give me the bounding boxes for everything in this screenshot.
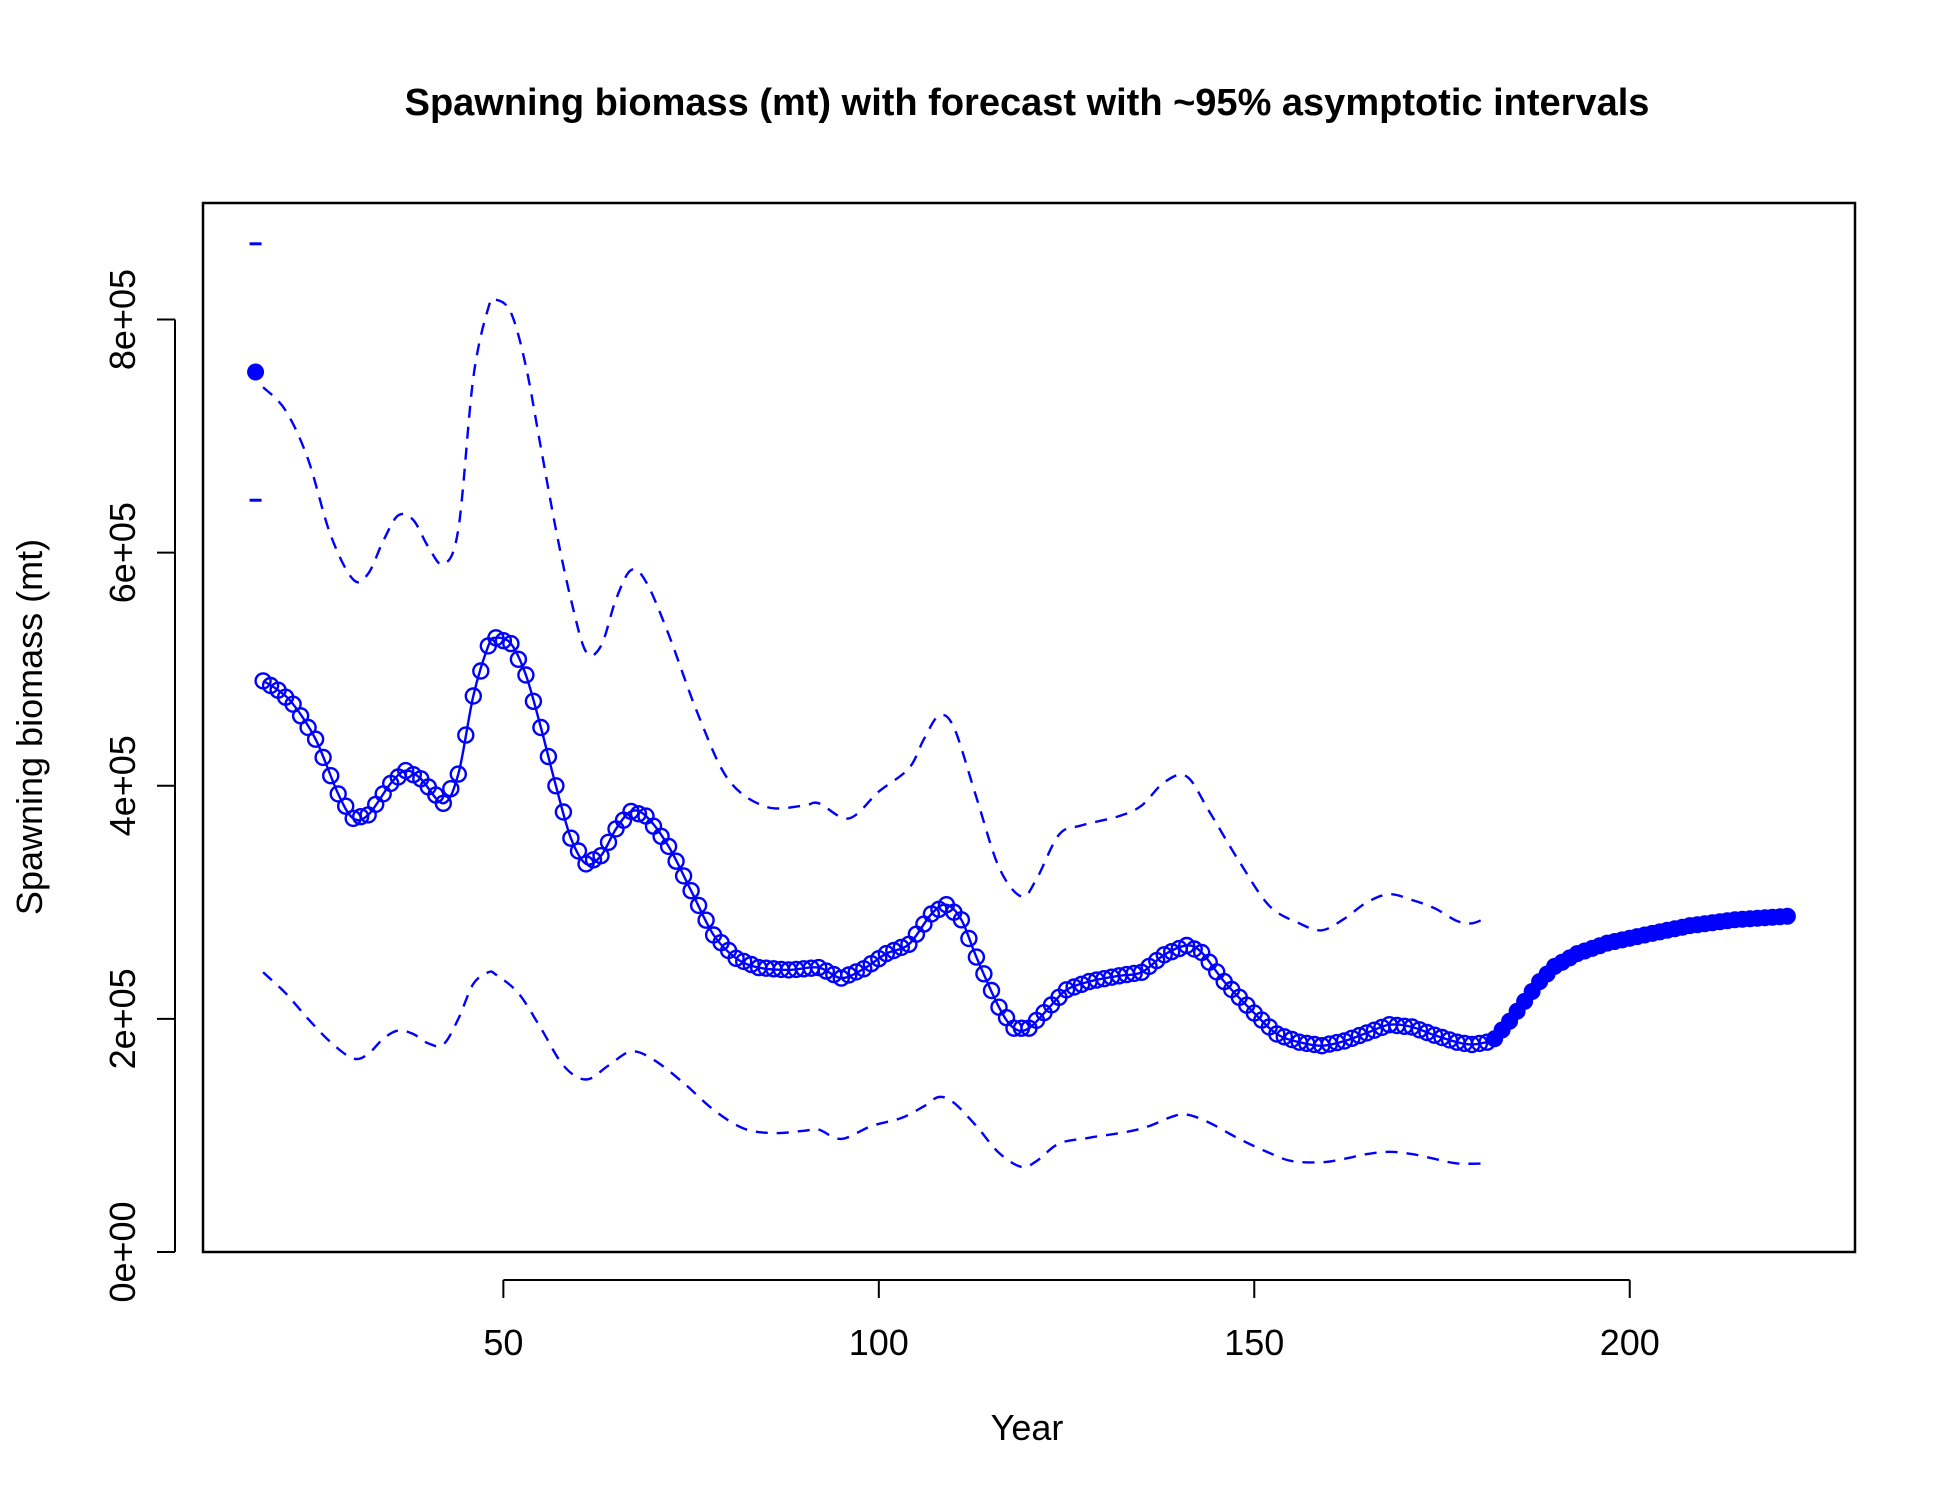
x-axis: 50 100 150 200 bbox=[483, 1279, 1660, 1363]
estimate-point bbox=[1268, 1025, 1286, 1043]
estimate-point bbox=[306, 730, 325, 748]
x-axis-label: Year bbox=[991, 1407, 1064, 1448]
estimate-point bbox=[554, 803, 573, 821]
estimate-point bbox=[1057, 981, 1076, 999]
x-tick-label: 150 bbox=[1224, 1322, 1284, 1363]
plot-frame bbox=[201, 201, 1857, 1254]
estimate-point bbox=[532, 718, 550, 737]
estimate-point bbox=[1425, 1026, 1444, 1044]
estimate-point bbox=[1410, 1021, 1429, 1039]
estimate-point bbox=[659, 837, 678, 856]
chart-title: Spawning biomass (mt) with forecast with… bbox=[405, 82, 1650, 124]
estimate-point bbox=[1433, 1028, 1451, 1047]
upper-95-interval-line bbox=[262, 297, 1488, 932]
estimate-point bbox=[697, 911, 715, 929]
virgin-biomass-point bbox=[247, 363, 265, 381]
estimate-point bbox=[1358, 1024, 1376, 1042]
x-tick-label: 50 bbox=[483, 1322, 523, 1363]
estimate-point bbox=[1275, 1028, 1294, 1046]
estimate-point bbox=[667, 852, 685, 870]
estimate-point bbox=[1418, 1023, 1436, 1042]
estimate-point bbox=[449, 765, 467, 783]
estimate-point bbox=[472, 662, 490, 680]
estimate-line bbox=[262, 636, 1488, 1047]
estimate-point bbox=[960, 929, 978, 948]
estimate-point bbox=[727, 949, 745, 967]
estimate-point bbox=[352, 808, 370, 826]
x-tick-label: 100 bbox=[849, 1322, 909, 1363]
estimate-point bbox=[599, 833, 618, 851]
estimate-point bbox=[1403, 1018, 1421, 1036]
estimate-point bbox=[1012, 1019, 1031, 1037]
y-tick-label: 8e+05 bbox=[102, 269, 143, 370]
estimate-point bbox=[975, 965, 993, 983]
estimate-point bbox=[569, 842, 588, 860]
estimate-point bbox=[952, 911, 971, 929]
estimate-point bbox=[967, 948, 986, 966]
estimate-point bbox=[457, 726, 475, 744]
estimate-point bbox=[322, 767, 340, 785]
estimate-point bbox=[1365, 1021, 1384, 1039]
estimate-point bbox=[682, 882, 700, 900]
estimate-point bbox=[464, 687, 482, 705]
estimate-point bbox=[314, 748, 332, 767]
y-tick-label: 2e+05 bbox=[102, 968, 143, 1069]
estimate-point bbox=[629, 805, 648, 823]
estimate-point bbox=[539, 747, 558, 766]
estimate-point bbox=[1335, 1032, 1354, 1050]
estimate-point bbox=[892, 938, 910, 957]
estimate-point bbox=[562, 829, 580, 847]
y-tick-label: 4e+05 bbox=[102, 735, 143, 836]
estimate-point bbox=[329, 785, 347, 803]
estimate-point bbox=[337, 797, 355, 815]
estimate-point bbox=[487, 629, 505, 647]
y-axis: 0e+00 2e+05 4e+05 6e+05 8e+05 bbox=[102, 269, 176, 1303]
estimate-point bbox=[592, 847, 610, 865]
estimate-point bbox=[502, 634, 520, 653]
estimate-point bbox=[494, 632, 513, 650]
estimate-point bbox=[689, 896, 708, 915]
estimate-point bbox=[1470, 1034, 1489, 1053]
estimate-point bbox=[622, 802, 640, 821]
y-tick-label: 0e+00 bbox=[102, 1201, 143, 1302]
x-tick-label: 200 bbox=[1600, 1322, 1660, 1363]
y-axis-label: Spawning biomass (mt) bbox=[9, 539, 50, 915]
estimate-point bbox=[509, 650, 528, 668]
estimate-point bbox=[1065, 978, 1083, 996]
estimate-point bbox=[442, 780, 460, 798]
estimate-point bbox=[1350, 1026, 1369, 1045]
plot-area bbox=[247, 242, 1796, 1169]
estimate-point bbox=[434, 794, 452, 812]
estimate-point bbox=[1125, 964, 1143, 983]
estimate-point bbox=[1343, 1029, 1361, 1048]
forecast-point bbox=[1778, 907, 1796, 925]
estimate-point bbox=[997, 1009, 1016, 1027]
lower-95-interval-line bbox=[262, 970, 1488, 1169]
estimate-point bbox=[547, 777, 565, 795]
estimate-point bbox=[674, 867, 693, 885]
estimate-point bbox=[524, 692, 543, 710]
estimate-point bbox=[982, 981, 1001, 1000]
estimate-point bbox=[517, 666, 535, 684]
y-tick-label: 6e+05 bbox=[102, 502, 143, 603]
